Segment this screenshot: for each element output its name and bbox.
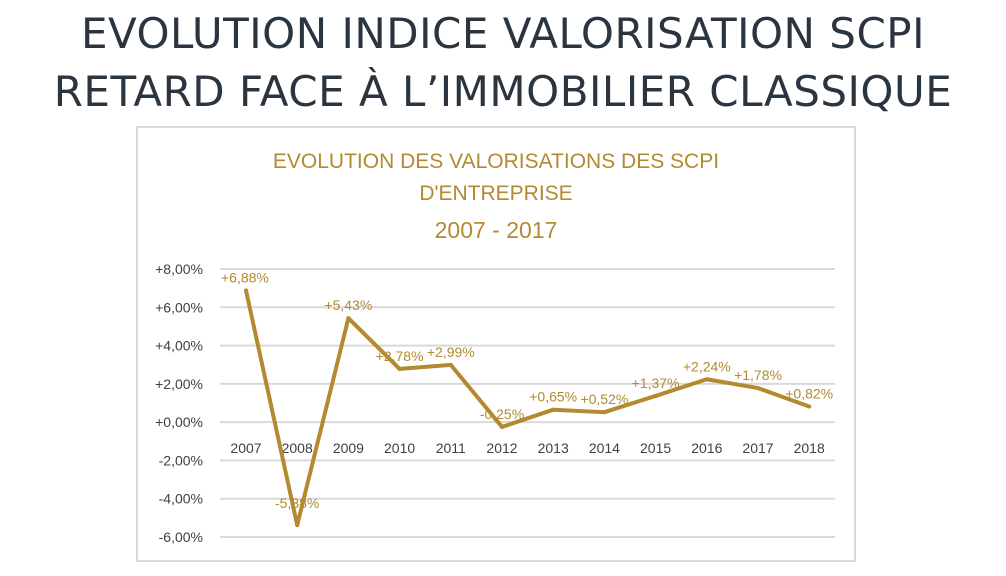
data-point — [448, 362, 453, 367]
y-tick-label: +2,00% — [155, 376, 203, 392]
data-label: +1,78% — [734, 367, 782, 383]
grid-lines — [220, 268, 835, 538]
x-tick-label: 2014 — [589, 440, 620, 456]
chart-subtitle: 2007 - 2017 — [435, 217, 558, 243]
x-tick-label: 2010 — [384, 440, 415, 456]
data-label: +2,99% — [427, 344, 475, 360]
headline-line-1: EVOLUTION INDICE VALORISATION SCPI — [80, 9, 926, 58]
y-tick-label: +6,00% — [155, 299, 203, 315]
x-tick-label: 2018 — [794, 440, 825, 456]
data-point — [397, 366, 402, 371]
data-label: +0,82% — [785, 385, 833, 401]
x-axis-ticks: 2007 2008 2009 2010 2011 2012 2013 2014 2015 2016… — [230, 440, 825, 456]
data-label: +5,43% — [324, 297, 372, 313]
chart-title-line-1: EVOLUTION DES VALORISATIONS DES SCPI — [273, 150, 719, 173]
data-label: -0,25% — [480, 406, 524, 422]
headline-line-2: RETARD FACE À L’IMMOBILIER CLASSIQUE — [53, 67, 953, 116]
x-tick-label: 2011 — [436, 440, 466, 456]
x-tick-label: 2013 — [538, 440, 569, 456]
data-point — [756, 386, 760, 391]
data-point — [346, 316, 351, 321]
data-point — [653, 393, 658, 398]
x-tick-label: 2016 — [691, 440, 722, 456]
x-tick-label: 2009 — [333, 440, 364, 456]
series-layer — [244, 288, 812, 528]
data-point — [244, 288, 248, 293]
data-label: +0,65% — [529, 389, 577, 405]
x-tick-label: 2007 — [230, 440, 261, 456]
data-label: +6,88% — [221, 269, 269, 285]
data-label: +1,37% — [632, 375, 680, 391]
x-tick-label: 2008 — [282, 440, 313, 456]
y-tick-label: +0,00% — [155, 414, 203, 430]
data-point — [602, 410, 607, 415]
data-point — [551, 407, 556, 412]
x-tick-label: 2012 — [486, 440, 517, 456]
data-label: -5,38% — [275, 495, 319, 511]
data-point — [807, 404, 812, 409]
data-point — [704, 377, 709, 382]
y-tick-label: -4,00% — [159, 491, 203, 507]
data-point — [295, 523, 300, 528]
y-tick-label: +4,00% — [155, 338, 203, 354]
x-tick-label: 2015 — [640, 440, 671, 456]
y-tick-label: -6,00% — [159, 529, 203, 545]
data-label: +2,78% — [376, 348, 424, 364]
chart-title-line-2: D'ENTREPRISE — [419, 182, 572, 205]
data-point — [500, 424, 504, 429]
data-label: +0,52% — [580, 391, 628, 407]
data-labels: +6,88% -5,38% +5,43% +2,78% +2,99% -0,25% +0,6… — [221, 269, 833, 511]
series-line — [244, 288, 812, 528]
data-label: +2,24% — [683, 358, 731, 374]
y-tick-label: +8,00% — [155, 261, 203, 277]
y-tick-label: -2,00% — [159, 452, 203, 468]
x-tick-label: 2017 — [742, 440, 773, 456]
y-axis-ticks: +8,00% +6,00% +4,00% +2,00% +0,00% -2,00% -4,0… — [155, 261, 203, 545]
